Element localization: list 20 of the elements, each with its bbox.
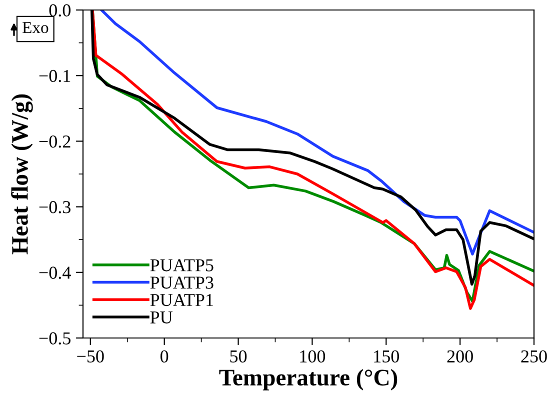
legend-label: PUATP3 bbox=[150, 276, 214, 289]
y-tick-label: −0.4 bbox=[39, 266, 71, 279]
y-tick-label: −0.2 bbox=[39, 135, 70, 148]
legend-label: PUATP5 bbox=[150, 259, 214, 272]
text: Exo bbox=[22, 22, 48, 34]
y-tick-label: −0.1 bbox=[39, 70, 70, 82]
x-tick-label: 100 bbox=[300, 350, 326, 363]
y-tick-label: −0.3 bbox=[39, 201, 70, 214]
x-tick-label: 250 bbox=[521, 350, 547, 363]
legend-label: PU bbox=[150, 312, 173, 324]
y-tick-label: 0.0 bbox=[49, 4, 71, 17]
y-tick-label: −0.5 bbox=[39, 332, 70, 345]
y-axis-title: Heat flow (W/g) bbox=[11, 94, 33, 254]
x-tick-label: 0 bbox=[160, 350, 168, 363]
x-axis-title: Temperature (°C) bbox=[219, 368, 398, 390]
x-tick-label: −50 bbox=[77, 350, 104, 363]
x-tick-label: 50 bbox=[230, 350, 247, 363]
x-tick-label: 150 bbox=[374, 350, 399, 363]
legend-label: PUATP1 bbox=[150, 294, 213, 306]
x-tick-label: 200 bbox=[447, 350, 473, 363]
